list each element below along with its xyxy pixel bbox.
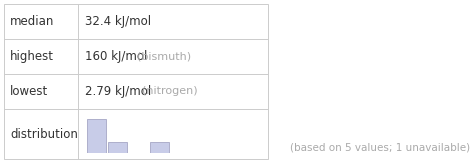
Text: lowest: lowest <box>10 85 48 98</box>
Text: median: median <box>10 15 54 28</box>
Text: 2.79 kJ/mol: 2.79 kJ/mol <box>85 85 151 98</box>
Bar <box>87 119 106 153</box>
Text: 160 kJ/mol: 160 kJ/mol <box>85 50 148 63</box>
Text: (bismuth): (bismuth) <box>137 52 191 62</box>
Text: (nitrogen): (nitrogen) <box>142 87 198 97</box>
Text: highest: highest <box>10 50 54 63</box>
Text: 32.4 kJ/mol: 32.4 kJ/mol <box>85 15 151 28</box>
Text: (based on 5 values; 1 unavailable): (based on 5 values; 1 unavailable) <box>290 143 470 153</box>
Bar <box>108 142 127 153</box>
Bar <box>4 4 268 159</box>
Bar <box>150 142 169 153</box>
Text: distribution: distribution <box>10 127 78 140</box>
